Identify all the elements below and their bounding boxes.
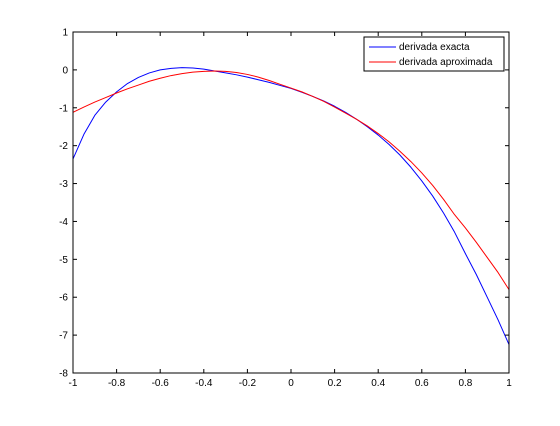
x-tick-label: 0.2 (328, 378, 342, 389)
y-axis: -8 -7 -6 -5 -4 -3 -2 -1 0 1 (59, 28, 509, 380)
y-tick-label: -4 (59, 217, 68, 228)
x-tick-label: 0.8 (458, 378, 472, 389)
y-tick-label: -5 (59, 255, 68, 266)
x-tick-label: 1 (506, 378, 512, 389)
y-tick-label: -3 (59, 179, 68, 190)
y-tick-label: 1 (62, 28, 68, 39)
x-tick-label: 0.4 (371, 378, 385, 389)
y-tick-label: -1 (59, 103, 68, 114)
x-tick-label: 0 (288, 378, 294, 389)
y-tick-label: 0 (62, 65, 68, 76)
y-tick-label: -2 (59, 141, 68, 152)
legend-label-exacta: derivada exacta (399, 42, 470, 53)
x-axis: -1 -0.8 -0.6 -0.4 -0.2 0 0.2 0.4 0.6 0.8 1 (69, 32, 512, 389)
series-line-derivada-aproximada (73, 70, 509, 290)
y-tick-label: -7 (59, 331, 68, 342)
x-tick-label: -0.2 (239, 378, 257, 389)
x-tick-label: -1 (69, 378, 78, 389)
series-layer (73, 67, 509, 345)
x-tick-label: -0.4 (195, 378, 213, 389)
plot-area (73, 32, 509, 373)
y-tick-label: -6 (59, 293, 68, 304)
legend: derivada exacta derivada aproximada (363, 36, 505, 72)
x-tick-label: 0.6 (415, 378, 429, 389)
legend-box (363, 36, 505, 72)
x-tick-label: -0.8 (108, 378, 126, 389)
x-tick-label: -0.6 (152, 378, 170, 389)
y-tick-label: -8 (59, 369, 68, 380)
legend-label-aproximada: derivada aproximada (399, 57, 493, 68)
